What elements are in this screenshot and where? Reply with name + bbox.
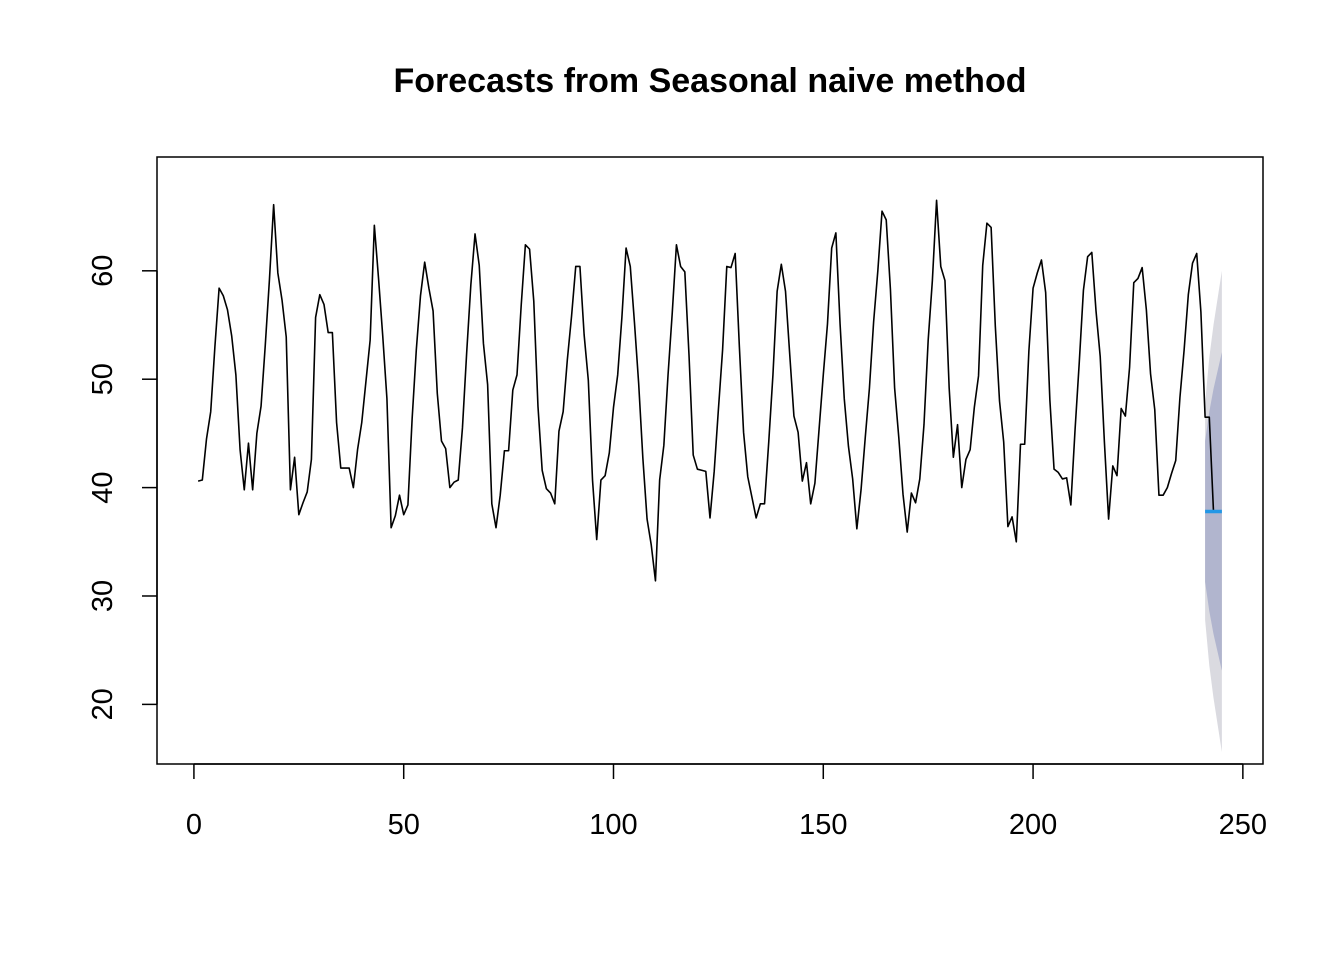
- y-tick-label: 30: [87, 580, 119, 612]
- series-line: [197, 199, 1215, 582]
- x-tick-label: 150: [799, 809, 847, 841]
- x-tick-label: 50: [388, 809, 420, 841]
- x-tick-label: 0: [186, 809, 202, 841]
- plot-frame: [156, 156, 1264, 765]
- x-tick-label: 250: [1219, 809, 1267, 841]
- y-tick-label: 20: [87, 688, 119, 720]
- x-tick-label: 200: [1009, 809, 1057, 841]
- chart-title: Forecasts from Seasonal naive method: [394, 62, 1027, 100]
- y-tick-label: 60: [87, 255, 119, 287]
- y-tick-label: 40: [87, 471, 119, 503]
- x-tick-label: 100: [589, 809, 637, 841]
- y-tick-label: 50: [87, 363, 119, 395]
